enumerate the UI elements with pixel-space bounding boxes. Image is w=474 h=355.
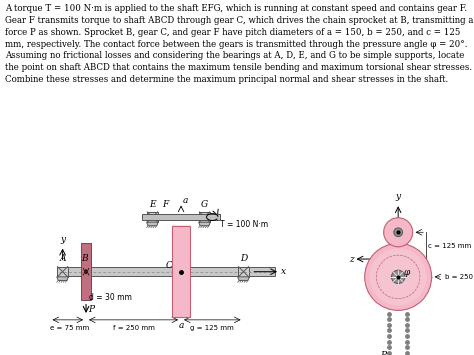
Text: b = 250 mm: b = 250 mm bbox=[445, 274, 474, 280]
Bar bbox=[200, 212, 210, 222]
Polygon shape bbox=[57, 277, 68, 280]
Text: y: y bbox=[396, 192, 401, 201]
Text: g = 125 mm: g = 125 mm bbox=[191, 325, 234, 331]
Bar bbox=[147, 212, 157, 222]
Polygon shape bbox=[146, 222, 158, 226]
Bar bbox=[82, 243, 91, 300]
Text: y: y bbox=[60, 235, 65, 244]
Text: x: x bbox=[281, 267, 286, 276]
Text: c = 125 mm: c = 125 mm bbox=[428, 243, 472, 248]
Bar bbox=[238, 267, 249, 277]
Bar bbox=[142, 214, 220, 220]
Circle shape bbox=[392, 270, 405, 284]
Polygon shape bbox=[237, 277, 249, 280]
Text: a: a bbox=[178, 321, 184, 330]
Text: f = 250 mm: f = 250 mm bbox=[113, 325, 155, 331]
Circle shape bbox=[383, 218, 413, 247]
Text: A: A bbox=[59, 253, 66, 263]
Text: z: z bbox=[349, 255, 354, 263]
Circle shape bbox=[370, 248, 427, 305]
Text: φ: φ bbox=[404, 268, 410, 277]
Text: F: F bbox=[162, 200, 169, 209]
Circle shape bbox=[394, 228, 402, 237]
Text: E: E bbox=[149, 200, 156, 209]
Text: P: P bbox=[88, 305, 94, 314]
Bar bbox=[172, 226, 190, 317]
Text: D: D bbox=[240, 253, 247, 263]
Text: d = 30 mm: d = 30 mm bbox=[89, 293, 132, 301]
Text: A torque T = 100 N·m is applied to the shaft EFG, which is running at constant s: A torque T = 100 N·m is applied to the s… bbox=[5, 4, 473, 84]
Text: a: a bbox=[182, 196, 188, 204]
Circle shape bbox=[365, 244, 432, 310]
Text: e = 75 mm: e = 75 mm bbox=[50, 325, 89, 331]
Text: B: B bbox=[82, 253, 88, 263]
Polygon shape bbox=[199, 222, 210, 226]
Text: P: P bbox=[380, 350, 386, 355]
Bar bbox=[57, 267, 68, 277]
Text: T = 100 N·m: T = 100 N·m bbox=[220, 220, 268, 229]
Bar bbox=[59, 267, 275, 277]
Text: C: C bbox=[166, 261, 173, 271]
Text: G: G bbox=[201, 200, 208, 209]
